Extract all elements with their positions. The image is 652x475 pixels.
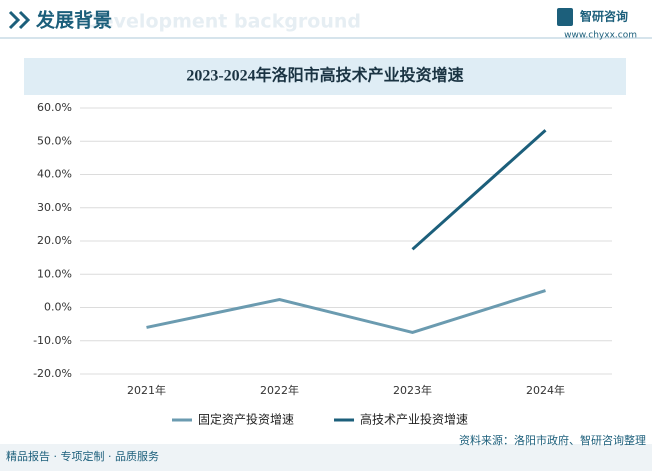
series-line xyxy=(146,289,546,334)
header-rule xyxy=(0,37,652,39)
y-tick-label: 20.0% xyxy=(37,234,72,247)
header-icon xyxy=(8,10,31,30)
y-tick-label: 30.0% xyxy=(37,201,72,214)
header-subtitle: Development background xyxy=(85,11,361,33)
y-tick-label: 0.0% xyxy=(44,301,72,314)
y-tick-label: 40.0% xyxy=(37,168,72,181)
y-tick-label: -20.0% xyxy=(33,367,72,380)
y-tick-label: 60.0% xyxy=(37,101,72,114)
logo-text: 智研咨询 xyxy=(579,9,628,24)
x-tick-label: 2021年 xyxy=(127,383,166,397)
y-tick-label: 50.0% xyxy=(37,134,72,147)
legend-label: 固定资产投资增速 xyxy=(198,412,294,427)
y-tick-label: 10.0% xyxy=(37,267,72,280)
footer-left: 精品报告 · 专项定制 · 品质服务 xyxy=(6,449,159,463)
website: www.chyxx.com xyxy=(564,31,637,41)
y-tick-label: -10.0% xyxy=(33,334,72,347)
x-tick-label: 2024年 xyxy=(526,383,565,397)
chart-title: 2023-2024年洛阳市高技术产业投资增速 xyxy=(186,66,463,85)
x-tick-label: 2023年 xyxy=(393,383,432,397)
footer-band xyxy=(0,444,652,471)
logo-icon xyxy=(557,8,573,26)
title-band xyxy=(24,58,626,95)
legend-label: 高技术产业投资增速 xyxy=(360,412,468,427)
header-title: 发展背景 xyxy=(35,9,112,32)
x-tick-label: 2022年 xyxy=(260,383,299,397)
series-line xyxy=(411,129,547,251)
source: 资料来源：洛阳市政府、智研咨询整理 xyxy=(459,433,646,447)
